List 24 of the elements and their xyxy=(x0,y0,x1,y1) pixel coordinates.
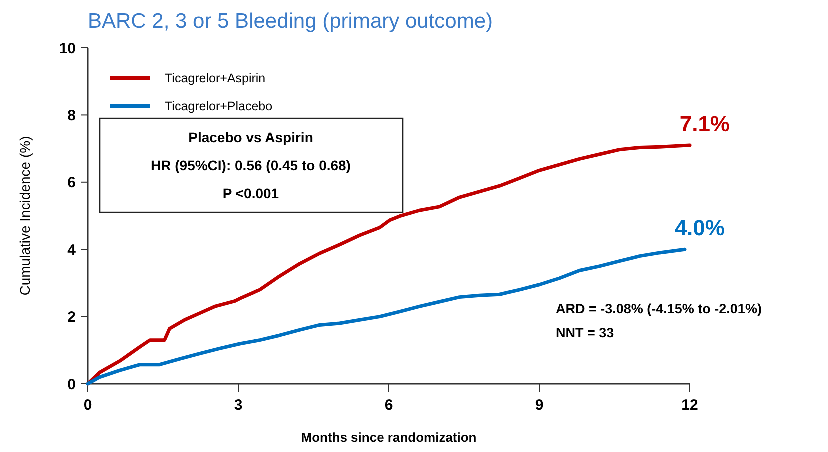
chart-title: BARC 2, 3 or 5 Bleeding (primary outcome) xyxy=(88,10,493,33)
x-axis-title: Months since randomization xyxy=(301,430,477,445)
y-tick-label: 8 xyxy=(68,107,76,124)
annotation: 7.1% xyxy=(680,111,730,136)
x-tick-label: 9 xyxy=(535,397,544,414)
y-tick-label: 0 xyxy=(68,376,76,394)
x-tick-label: 3 xyxy=(234,397,243,414)
annotation: ARD = -3.08% (-4.15% to -2.01%) xyxy=(556,301,762,316)
x-tick-label: 12 xyxy=(682,397,698,414)
annotation: P <0.001 xyxy=(222,186,280,202)
y-tick-label: 4 xyxy=(68,242,77,259)
annotation: HR (95%CI): 0.56 (0.45 to 0.68) xyxy=(151,158,351,174)
annotation: NNT = 33 xyxy=(556,325,615,340)
annotation: Placebo vs Aspirin xyxy=(188,130,314,146)
legend-label: Ticagrelor+Aspirin xyxy=(165,71,266,86)
y-tick-label: 6 xyxy=(68,174,76,192)
y-tick-label: 10 xyxy=(59,40,76,58)
y-axis-title: Cumulative Incidence (%) xyxy=(17,136,33,296)
stats-text-box: Placebo vs Aspirin HR (95%CI): 0.56 (0.45 to 0.68) P <0.001 xyxy=(99,118,404,214)
y-tick-label: 2 xyxy=(68,309,76,326)
x-tick-label: 0 xyxy=(84,397,92,414)
annotation: 4.0% xyxy=(674,216,725,241)
x-tick-label: 6 xyxy=(384,397,394,414)
legend-label: Ticagrelor+Placebo xyxy=(165,99,273,114)
